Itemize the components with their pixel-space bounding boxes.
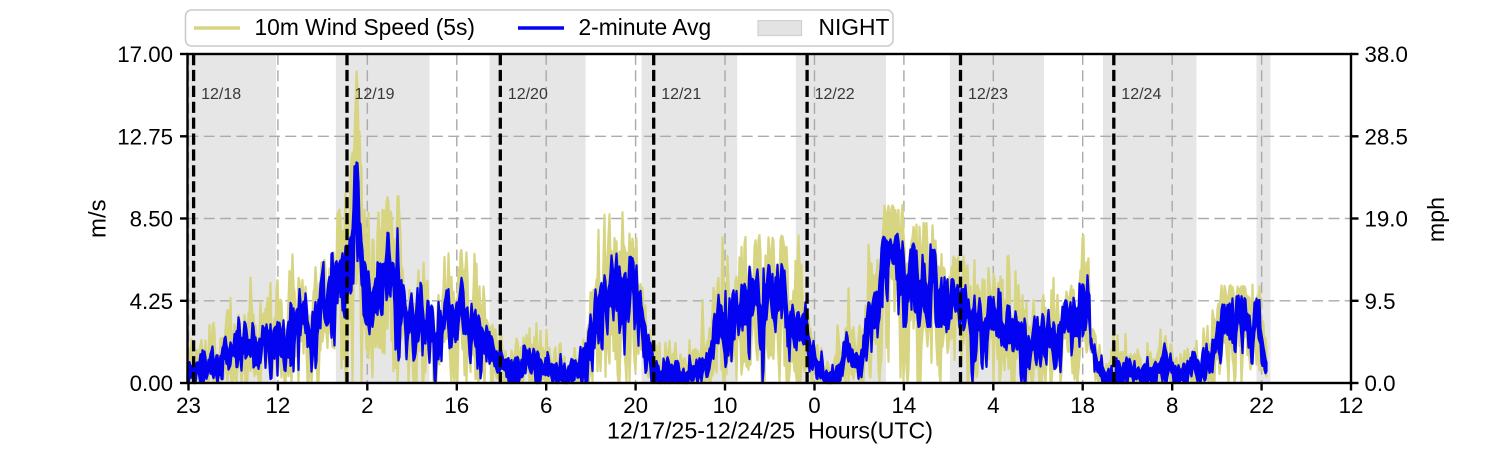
svg-text:19.0: 19.0: [1365, 207, 1408, 232]
svg-text:12/18: 12/18: [201, 86, 241, 103]
svg-text:m/s: m/s: [84, 199, 111, 238]
svg-text:9.5: 9.5: [1365, 289, 1396, 314]
svg-text:8: 8: [1166, 393, 1178, 418]
svg-text:23: 23: [176, 393, 201, 418]
svg-text:12.75: 12.75: [117, 124, 173, 149]
svg-text:10m Wind Speed (5s): 10m Wind Speed (5s): [255, 14, 475, 40]
svg-text:38.0: 38.0: [1365, 42, 1408, 67]
svg-text:12/20: 12/20: [508, 86, 548, 103]
svg-text:0: 0: [808, 393, 820, 418]
svg-text:28.5: 28.5: [1365, 124, 1408, 149]
svg-text:22: 22: [1249, 393, 1274, 418]
svg-text:12/21: 12/21: [661, 86, 701, 103]
svg-text:12/19: 12/19: [355, 86, 395, 103]
svg-text:12/24: 12/24: [1121, 86, 1161, 103]
svg-text:0.00: 0.00: [130, 371, 173, 396]
svg-text:2: 2: [361, 393, 373, 418]
svg-text:0.0: 0.0: [1365, 371, 1396, 396]
svg-text:12/23: 12/23: [968, 86, 1008, 103]
svg-text:10: 10: [713, 393, 738, 418]
svg-text:12: 12: [1339, 393, 1364, 418]
svg-text:4: 4: [987, 393, 999, 418]
svg-text:17.00: 17.00: [117, 42, 173, 67]
svg-text:4.25: 4.25: [130, 289, 173, 314]
svg-text:NIGHT: NIGHT: [819, 14, 890, 40]
svg-text:12/22: 12/22: [815, 86, 855, 103]
svg-text:12: 12: [265, 393, 290, 418]
svg-text:12/17/25-12/24/25 Hours(UTC): 12/17/25-12/24/25 Hours(UTC): [607, 418, 933, 444]
svg-text:6: 6: [540, 393, 552, 418]
svg-text:18: 18: [1070, 393, 1095, 418]
svg-text:16: 16: [444, 393, 469, 418]
svg-text:2-minute Avg: 2-minute Avg: [579, 14, 712, 40]
svg-text:14: 14: [891, 393, 916, 418]
svg-text:20: 20: [623, 393, 648, 418]
svg-text:8.50: 8.50: [130, 207, 173, 232]
svg-text:mph: mph: [1423, 197, 1449, 242]
